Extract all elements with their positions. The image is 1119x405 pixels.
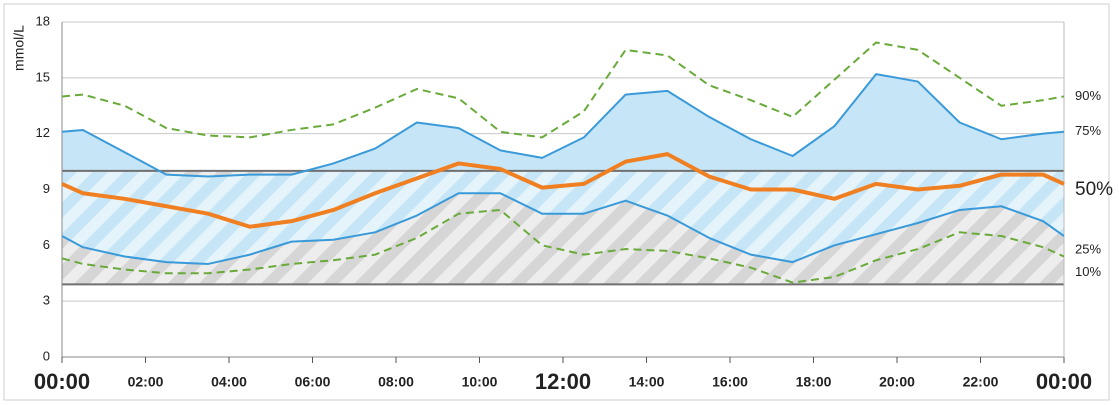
series-label: 75% [1075,123,1101,138]
x-tick-label: 20:00 [879,374,915,390]
y-tick-label: 9 [43,181,50,196]
x-tick-label: 14:00 [629,374,665,390]
x-tick-label: 00:00 [34,369,90,394]
series-line [61,152,1065,229]
series-line [61,41,1065,139]
x-tick-label: 12:00 [535,369,591,394]
x-tick-label: 10:00 [462,374,498,390]
y-tick-label: 12 [36,125,50,140]
series-label: 50% [1075,179,1113,200]
y-tick-label: 0 [43,348,50,363]
y-tick-label: 15 [36,69,50,84]
series-line [61,73,1065,178]
series-label: 25% [1075,241,1101,256]
x-tick-label: 02:00 [128,374,164,390]
y-tick-label: 18 [36,13,50,28]
y-axis-label: mmol/L [11,25,27,71]
x-tick-label: 04:00 [211,374,247,390]
series-label: 90% [1075,88,1101,103]
y-tick-label: 6 [43,237,50,252]
x-tick-label: 18:00 [796,374,832,390]
x-tick-label: 00:00 [1036,369,1092,394]
series-line [61,208,1065,284]
frame [3,3,1110,401]
series-label: 10% [1075,264,1101,279]
series-line [61,192,1065,265]
x-tick-label: 16:00 [712,374,748,390]
y-tick-label: 3 [43,293,50,308]
x-tick-label: 06:00 [295,374,331,390]
x-tick-label: 08:00 [378,374,414,390]
x-tick-label: 22:00 [963,374,999,390]
